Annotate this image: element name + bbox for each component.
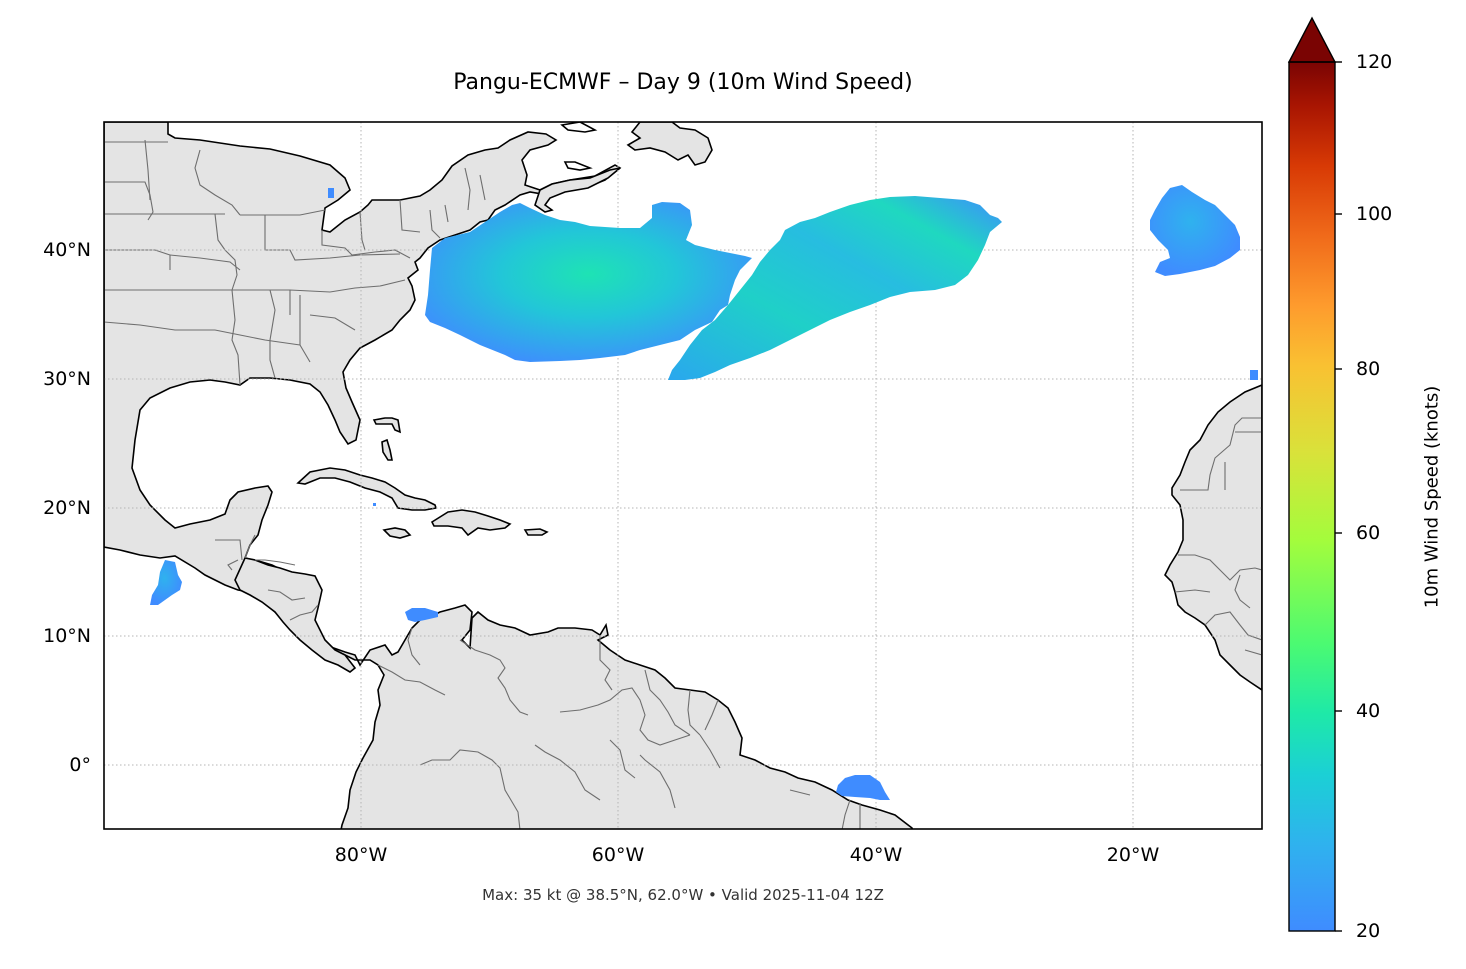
colorbar-tick-label: 80	[1356, 358, 1381, 380]
y-tick-label: 20°N	[43, 497, 91, 519]
colorbar-tick-label: 60	[1356, 522, 1381, 544]
gridlines	[104, 122, 1262, 829]
colorbar-tick-label: 100	[1356, 203, 1393, 225]
wind-speck-cuba	[373, 503, 376, 506]
central-america-land	[234, 557, 357, 673]
wind-blob-azores	[1150, 185, 1240, 276]
y-tick-label: 10°N	[43, 625, 91, 647]
y-tick-label: 0°	[69, 754, 91, 776]
y-tick-label: 30°N	[43, 368, 91, 390]
bahamas-islands	[372, 417, 402, 461]
puerto-rico-land	[523, 528, 549, 536]
colorbar-tick-label: 20	[1356, 920, 1381, 942]
colorbar	[1287, 16, 1342, 932]
jamaica-land	[382, 527, 412, 539]
colorbar-gradient	[1289, 62, 1335, 931]
wind-blob-central-atlantic	[668, 196, 1002, 380]
x-tick-label: 60°W	[591, 844, 645, 866]
wind-blob-tehuantepec	[150, 560, 182, 605]
colorbar-tick-label: 40	[1356, 700, 1381, 722]
colorbar-extend-arrow	[1287, 16, 1337, 63]
cuba-land	[296, 467, 438, 511]
figure-title: Pangu-ECMWF – Day 9 (10m Wind Speed)	[453, 70, 913, 95]
x-tick-label: 80°W	[334, 844, 388, 866]
colorbar-label: 10m Wind Speed (knots)	[1421, 385, 1443, 609]
x-tick-label: 40°W	[849, 844, 903, 866]
colorbar-tick-label: 120	[1356, 51, 1393, 73]
map-frame	[103, 121, 1263, 830]
pei-land	[563, 161, 593, 171]
newfoundland-land	[626, 122, 713, 166]
political-borders	[104, 139, 1262, 829]
x-tick-label: 20°W	[1106, 844, 1160, 866]
map-area	[104, 122, 1262, 829]
africa-land	[1164, 384, 1262, 691]
wind-speed-field	[150, 185, 1258, 800]
wind-speck-lake-michigan	[328, 188, 334, 198]
y-tick-label: 40°N	[43, 239, 91, 261]
wind-blob-brazil	[836, 775, 890, 800]
wind-blob-colombia	[405, 608, 438, 622]
nova-scotia-land	[534, 167, 621, 213]
south-america-land	[282, 604, 914, 829]
wind-speck-canary	[1250, 370, 1258, 380]
figure-footer-annotation: Max: 35 kt @ 38.5°N, 62.0°W • Valid 2025…	[482, 886, 884, 904]
wind-blob-west-atlantic	[425, 202, 752, 362]
hispaniola-land	[430, 509, 512, 537]
